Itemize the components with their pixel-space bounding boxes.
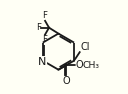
Text: O: O <box>63 76 71 86</box>
Text: F: F <box>43 11 48 20</box>
Text: O: O <box>76 60 84 70</box>
Text: F: F <box>36 23 41 32</box>
Text: N: N <box>38 57 47 67</box>
Text: Cl: Cl <box>80 42 90 52</box>
Text: CH₃: CH₃ <box>83 61 100 70</box>
Text: F: F <box>43 35 48 44</box>
